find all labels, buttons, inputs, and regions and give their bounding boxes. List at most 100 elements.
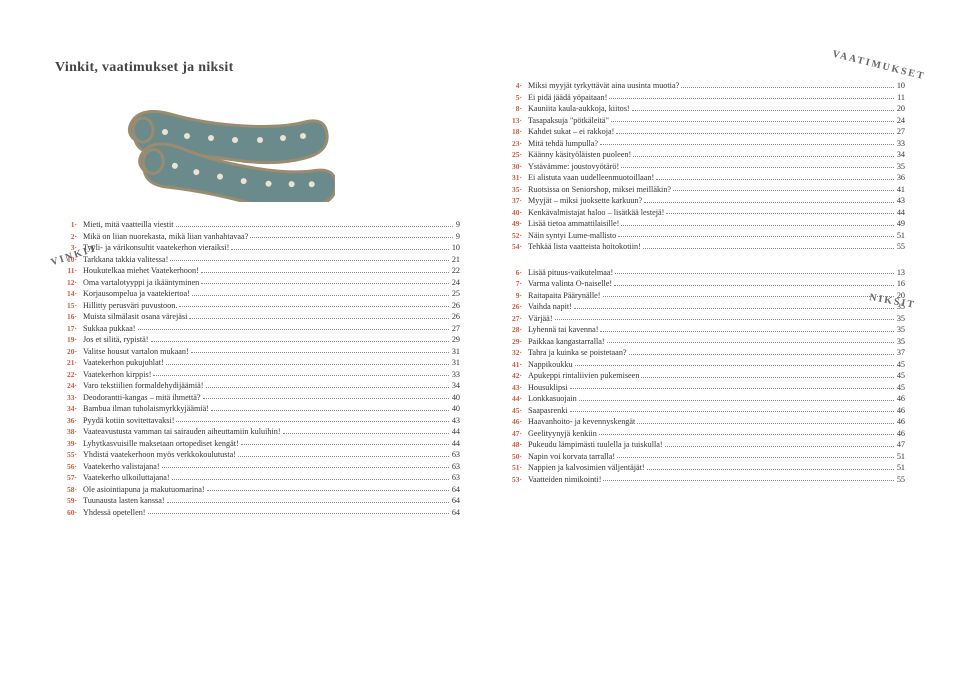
- toc-row-label: Nappikoukku: [522, 359, 573, 371]
- toc-row: 15·Hillitty perusväri puvustoon.26: [55, 300, 460, 312]
- toc-row-dots: [138, 329, 449, 330]
- toc-row-label: Tuunausta lasten kanssa!: [77, 495, 165, 507]
- toc-row-dots: [166, 364, 449, 365]
- toc-row-number: 49·: [500, 218, 522, 230]
- toc-row-label: Kenkävalmistajat haloo – lisätkää lestej…: [522, 207, 664, 219]
- toc-row-number: 12·: [55, 277, 77, 289]
- toc-row-number: 37·: [500, 195, 522, 207]
- toc-row-page: 43: [897, 195, 905, 207]
- toc-row: 26·Vaihda napit!35: [500, 301, 905, 313]
- toc-row-number: 43·: [500, 382, 522, 394]
- toc-row-page: 16: [897, 278, 905, 290]
- toc-row-dots: [629, 354, 894, 355]
- toc-row-dots: [162, 467, 449, 468]
- toc-row-label: Varma valinta O-naiselle!: [522, 278, 612, 290]
- toc-row-page: 20: [897, 103, 905, 115]
- toc-row-label: Vaatekerho ulkoiluttajana!: [77, 472, 170, 484]
- toc-row-dots: [633, 156, 894, 157]
- toc-row-page: 41: [897, 184, 905, 196]
- toc-row-dots: [206, 387, 449, 388]
- toc-row-number: 13·: [500, 115, 522, 127]
- toc-row-dots: [618, 236, 894, 237]
- toc-row-label: Käänny käsityöläisten puoleen!: [522, 149, 631, 161]
- toc-row: 11·Houkutelkaa miehet Vaatekerhoon!22: [55, 265, 460, 277]
- toc-row-number: 27·: [500, 313, 522, 325]
- toc-row-number: 46·: [500, 416, 522, 428]
- toc-row-label: Lonkkasuojain: [522, 393, 577, 405]
- toc-row-page: 51: [897, 451, 905, 463]
- toc-row-dots: [179, 306, 448, 307]
- toc-row-page: 45: [897, 359, 905, 371]
- toc-row-dots: [647, 469, 894, 470]
- toc-row-dots: [201, 272, 449, 273]
- toc-row-dots: [644, 202, 894, 203]
- toc-row-page: 51: [897, 230, 905, 242]
- toc-row-label: Vaateavustusta vamman tai sairauden aihe…: [77, 426, 281, 438]
- toc-row-number: 32·: [500, 347, 522, 359]
- toc-row-number: 9·: [500, 290, 522, 302]
- toc-row-page: 63: [452, 472, 460, 484]
- toc-row-label: Pyydä kotiin sovitettavaksi!: [77, 415, 174, 427]
- toc-row-page: 33: [452, 369, 460, 381]
- toc-row-page: 31: [452, 357, 460, 369]
- toc-row-number: 51·: [500, 462, 522, 474]
- toc-row-page: 13: [897, 267, 905, 279]
- toc-row-number: 15·: [55, 300, 77, 312]
- toc-row-label: Mieti, mitä vaatteilla viestit: [77, 219, 174, 231]
- toc-row-dots: [617, 457, 894, 458]
- toc-row-label: Värjää!: [522, 313, 553, 325]
- toc-row-dots: [170, 260, 448, 261]
- toc-row-number: 25·: [500, 149, 522, 161]
- toc-row-page: 35: [897, 324, 905, 336]
- toc-row: 36·Pyydä kotiin sovitettavaksi!43: [55, 415, 460, 427]
- toc-row-label: Vaatekerhon kirppis!: [77, 369, 151, 381]
- toc-row-label: Bambua ilman tuholaismyrkkyjäämiä!: [77, 403, 209, 415]
- toc-row-number: 56·: [55, 461, 77, 473]
- toc-row-dots: [153, 375, 448, 376]
- toc-row-dots: [555, 319, 894, 320]
- toc-row-number: 58·: [55, 484, 77, 496]
- toc-row-label: Ole asiointiapuna ja makutuomarina!: [77, 484, 205, 496]
- toc-row: 34·Bambua ilman tuholaismyrkkyjäämiä!40: [55, 403, 460, 415]
- toc-row-label: Ei alistuta vaan uudelleenmuotoillaan!: [522, 172, 654, 184]
- toc-row-label: Raitapaita Päärynälle!: [522, 290, 601, 302]
- toc-row-number: 50·: [500, 451, 522, 463]
- toc-row: 24·Varo tekstiilien formaldehydijäämiä!3…: [55, 380, 460, 392]
- toc-row-label: Miksi myyjät tyrkyttävät aina uusinta mu…: [522, 80, 679, 92]
- toc-row: 33·Deodorantti-kangas – mitä ihmettä?40: [55, 392, 460, 404]
- toc-row-dots: [643, 248, 894, 249]
- toc-row: 54·Tehkää lista vaatteista hoitokotiin!5…: [500, 241, 905, 253]
- toc-row-page: 64: [452, 484, 460, 496]
- toc-row: 31·Ei alistuta vaan uudelleenmuotoillaan…: [500, 172, 905, 184]
- toc-row-dots: [616, 133, 893, 134]
- toc-row-dots: [172, 479, 449, 480]
- toc-row-page: 22: [452, 265, 460, 277]
- toc-row-page: 9: [456, 231, 460, 243]
- toc-row-dots: [600, 331, 893, 332]
- toc-row: 52·Näin syntyi Lume-mallisto51: [500, 230, 905, 242]
- toc-row: 18·Kahdet sukat – ei rakkoja!27: [500, 126, 905, 138]
- toc-row: 23·Mitä tehdä lumpulla?33: [500, 138, 905, 150]
- vaatimukset-list: 4·Miksi myyjät tyrkyttävät aina uusinta …: [500, 80, 905, 253]
- toc-row-page: 11: [897, 92, 905, 104]
- toc-row-dots: [191, 352, 449, 353]
- toc-row-page: 43: [452, 415, 460, 427]
- toc-row: 46·Haavanhoito- ja kevennyskengät46: [500, 416, 905, 428]
- toc-row-page: 27: [897, 126, 905, 138]
- toc-row: 57·Vaatekerho ulkoiluttajana!63: [55, 472, 460, 484]
- toc-row-label: Deodorantti-kangas – mitä ihmettä?: [77, 392, 201, 404]
- toc-row-page: 55: [897, 241, 905, 253]
- toc-row: 44·Lonkkasuojain46: [500, 393, 905, 405]
- toc-row: 42·Apukeppi rintaliivien pukemiseen45: [500, 370, 905, 382]
- page-spread: Vinkit, vaatimukset ja niksit: [0, 0, 960, 689]
- toc-row-dots: [656, 179, 894, 180]
- toc-row-page: 40: [452, 403, 460, 415]
- toc-row-page: 24: [897, 115, 905, 127]
- toc-row-dots: [603, 296, 894, 297]
- toc-row-dots: [241, 444, 449, 445]
- toc-row-dots: [611, 121, 894, 122]
- toc-row-label: Vaatteiden nimikointi!: [522, 474, 601, 486]
- toc-row: 43·Housuklipsi45: [500, 382, 905, 394]
- toc-row-number: 33·: [55, 392, 77, 404]
- toc-row: 53·Vaatteiden nimikointi!55: [500, 474, 905, 486]
